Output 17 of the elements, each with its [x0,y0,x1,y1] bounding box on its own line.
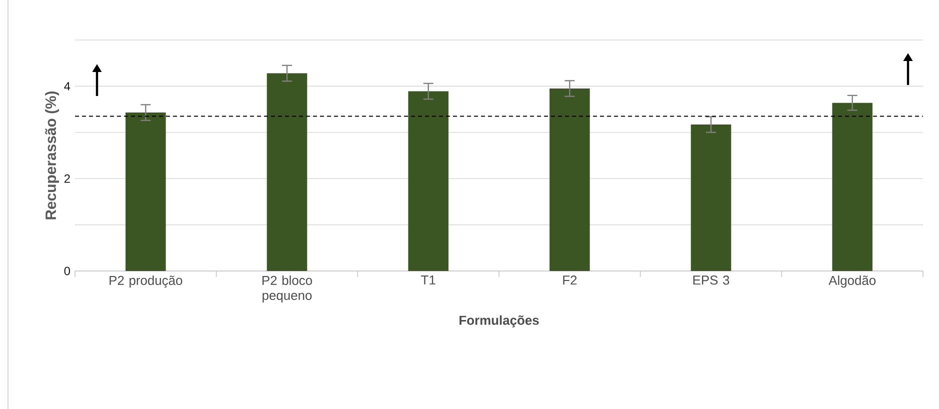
x-tick-label: P2 produção [110,276,182,288]
bar [832,102,872,271]
bar [690,124,732,271]
bar [550,88,590,271]
x-tick-label: Algodão [828,276,876,288]
y-axis-title: Recuperassão (%) [45,91,59,220]
y-tick-label: 2 [64,174,70,183]
x-tick-label: T1 [421,276,436,284]
bar [266,73,308,271]
bar [408,91,448,271]
x-tick-label: EPS 3 [693,276,730,285]
bar [126,112,166,271]
x-tick-label: P2 bloco pequeno [262,276,312,303]
x-axis-title: Formulações [460,315,539,328]
x-tick-label: F2 [563,276,577,285]
y-tick-label: 0 [64,266,70,276]
y-tick-label: 4 [64,82,70,90]
